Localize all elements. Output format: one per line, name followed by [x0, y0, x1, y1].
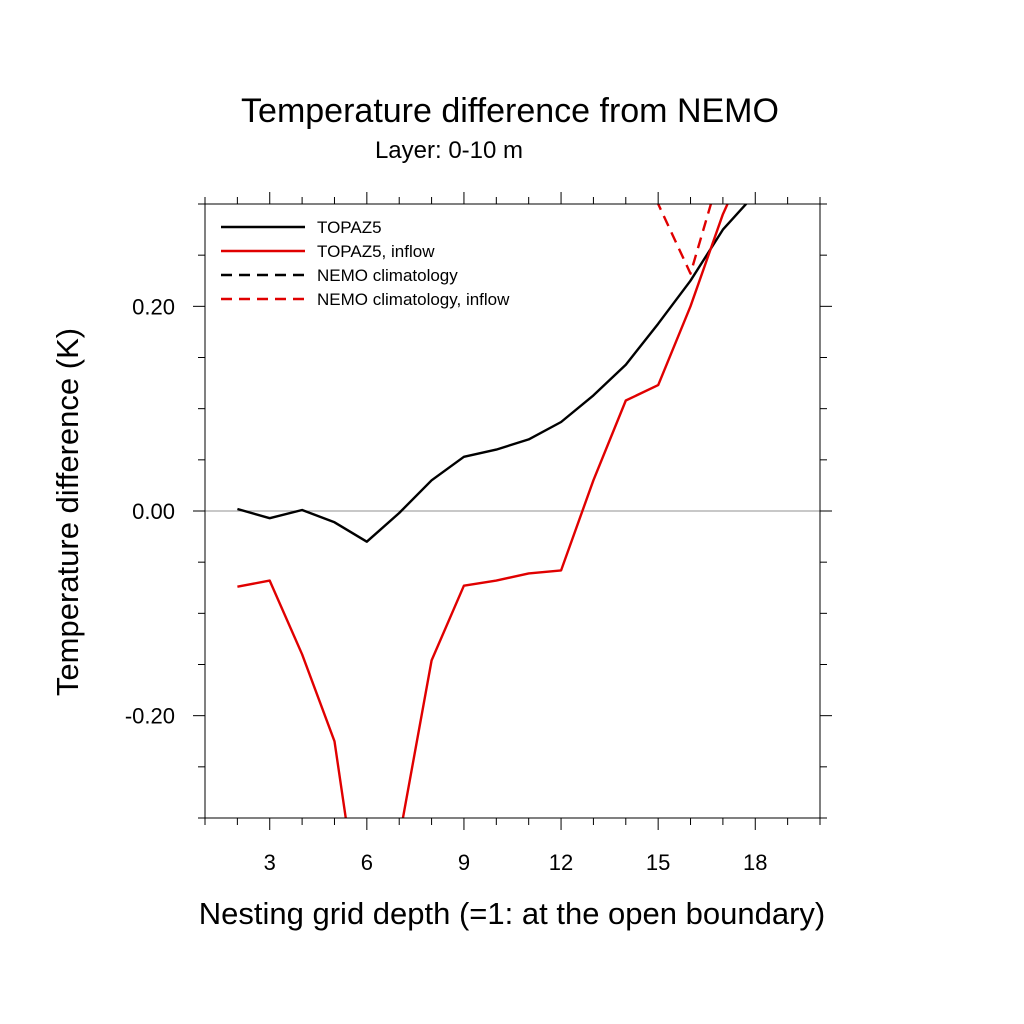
- series-line-1: [237, 204, 748, 543]
- legend: TOPAZ5 TOPAZ5, inflow NEMO climatology NEMO…: [221, 218, 510, 309]
- legend-label-3: NEMO climatology: [317, 266, 458, 285]
- legend-label-4: NEMO climatology, inflow: [317, 290, 510, 309]
- y-tick-label: 0.00: [132, 499, 175, 524]
- x-axis-label: Nesting grid depth (=1: at the open boun…: [199, 896, 825, 931]
- y-axis-label: Temperature difference (K): [50, 328, 85, 696]
- x-tick-label: 6: [361, 850, 373, 875]
- y-tick-label: -0.20: [125, 704, 175, 729]
- x-tick-label: 18: [743, 850, 767, 875]
- x-tick-label: 15: [646, 850, 670, 875]
- x-tick-label: 3: [264, 850, 276, 875]
- x-tick-label: 12: [549, 850, 573, 875]
- legend-label-1: TOPAZ5: [317, 218, 382, 237]
- chart-title: Temperature difference from NEMO: [241, 92, 779, 130]
- y-tick-label: 0.20: [132, 294, 175, 319]
- chart-subtitle: Layer: 0-10 m: [375, 137, 523, 164]
- series-line-2: [237, 204, 729, 818]
- legend-label-2: TOPAZ5, inflow: [317, 242, 435, 261]
- x-tick-label: 9: [458, 850, 470, 875]
- series-line-4: [656, 204, 713, 275]
